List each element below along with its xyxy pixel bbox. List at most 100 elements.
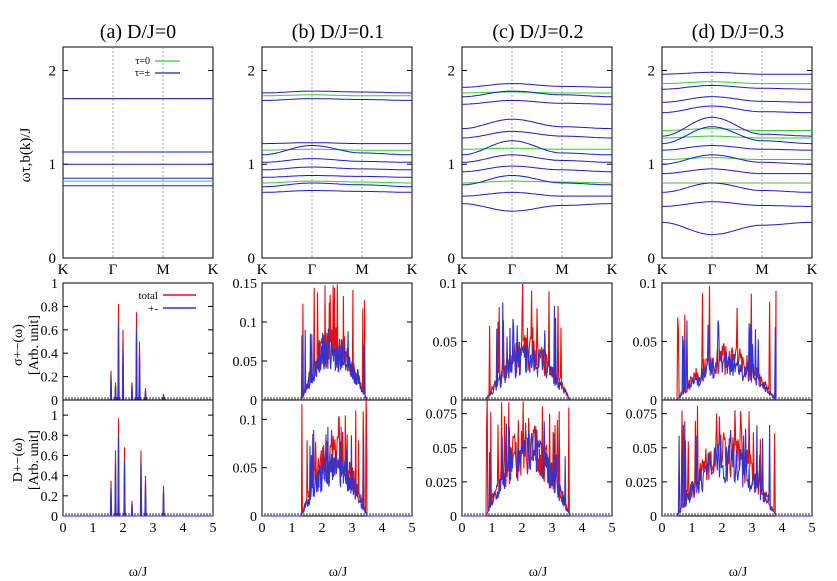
y-tick-label: 0.4 bbox=[41, 470, 59, 485]
y-tick-label: 0.1 bbox=[640, 277, 658, 292]
series-pm-line bbox=[662, 421, 812, 517]
series-pm-line bbox=[462, 421, 612, 517]
x-tick-label: 2 bbox=[719, 521, 726, 536]
x-tick-label: 1 bbox=[289, 521, 296, 536]
dispersion-panel-2: 0 1 2 K Γ M K bbox=[448, 46, 618, 278]
y-tick-label: 0.8 bbox=[41, 300, 59, 315]
series-pm-line bbox=[462, 302, 612, 401]
band-line bbox=[662, 96, 812, 103]
band-line bbox=[261, 98, 413, 101]
series-total-line bbox=[462, 283, 612, 401]
x-tick-label: 1 bbox=[689, 521, 696, 536]
x-tick-label: 2 bbox=[519, 521, 526, 536]
plot-frame bbox=[62, 399, 214, 517]
y-tick-label: 0.05 bbox=[233, 462, 258, 477]
x-tick-label: 4 bbox=[579, 521, 586, 536]
y-tick-label: 0.05 bbox=[433, 442, 458, 457]
band-line bbox=[262, 180, 412, 184]
sigma-panel-1: 0 0.05 0.1 0.15 bbox=[233, 277, 413, 409]
xlabel-c: ω/J bbox=[529, 565, 548, 580]
x-tick-label: 2 bbox=[120, 521, 127, 536]
panel-titles: (a) D/J=0 (b) D/J=0.1 (c) D/J=0.2 (d) D/… bbox=[100, 21, 784, 43]
series-total-line bbox=[63, 418, 213, 517]
band-line bbox=[461, 130, 612, 139]
band-line bbox=[661, 116, 812, 137]
y-tick-label: 0.6 bbox=[41, 449, 59, 464]
band-line bbox=[661, 145, 813, 151]
y-tick-label: 1 bbox=[248, 157, 256, 173]
y-tick-label: 2 bbox=[248, 63, 256, 79]
band-line bbox=[461, 203, 612, 212]
y-tick-label: 0.2 bbox=[41, 371, 59, 386]
y-axis-labels: ωτ,b(k)/J σ+−(ω) [Arb. unit] D+−(ω) [Arb… bbox=[11, 128, 42, 490]
series-total-line bbox=[63, 304, 213, 401]
y-tick-label: 0 bbox=[450, 510, 457, 525]
band-line bbox=[662, 105, 812, 114]
y-tick-label: 0 bbox=[650, 510, 657, 525]
y-tick-label: 0.05 bbox=[233, 355, 258, 370]
band-line bbox=[462, 90, 612, 98]
legend-tau0-label: τ=0 bbox=[135, 56, 150, 67]
x-tick-label: 3 bbox=[349, 521, 356, 536]
y-tick-label: 0 bbox=[650, 394, 657, 409]
dispersion-panel-1: 0 1 2 K Γ M K bbox=[248, 46, 418, 278]
x-tick-label: 0 bbox=[60, 521, 67, 536]
x-tick-label: K bbox=[407, 262, 418, 278]
y-tick-label: 0.05 bbox=[633, 336, 658, 351]
band-line bbox=[262, 182, 412, 188]
sigma-panel-3: 0 0.05 0.1 bbox=[633, 277, 813, 409]
band-line bbox=[462, 180, 612, 184]
band-line bbox=[461, 175, 613, 186]
series-pm-line bbox=[63, 435, 213, 517]
series-total-line bbox=[262, 400, 412, 517]
y-tick-label: 0 bbox=[51, 394, 58, 409]
band-line bbox=[461, 118, 612, 130]
title-d: (d) D/J=0.3 bbox=[692, 21, 784, 43]
sigma-panel-0: 0 0.2 0.4 0.6 0.8 1 bbox=[41, 277, 214, 409]
y-tick-label: 2 bbox=[49, 63, 57, 79]
y-tick-label: 2 bbox=[648, 63, 656, 79]
dispersion-panel-0: 0 1 2 K Γ M K bbox=[49, 46, 219, 278]
y-tick-label: 0.15 bbox=[233, 277, 258, 292]
band-line bbox=[262, 158, 412, 163]
sigma-panel-2: 0 0.05 0.1 bbox=[433, 277, 613, 409]
band-line bbox=[462, 191, 612, 197]
band-line bbox=[662, 168, 812, 175]
band-line bbox=[262, 142, 412, 145]
omega-ylabel: ωτ,b(k)/J bbox=[18, 128, 34, 183]
x-tick-label: M bbox=[755, 262, 768, 278]
y-tick-label: 0 bbox=[250, 510, 257, 525]
series-pm-line bbox=[63, 323, 213, 401]
band-line bbox=[661, 126, 812, 145]
x-tick-label: 4 bbox=[180, 521, 187, 536]
band-line bbox=[662, 71, 812, 75]
y-tick-label: 2 bbox=[448, 63, 456, 79]
band-line bbox=[462, 83, 612, 88]
x-tick-label: 2 bbox=[319, 521, 326, 536]
x-tick-label: 3 bbox=[549, 521, 556, 536]
title-b: (b) D/J=0.1 bbox=[292, 21, 384, 43]
y-tick-label: 0.075 bbox=[426, 408, 458, 423]
x-tick-label: 0 bbox=[459, 521, 466, 536]
plot-frame bbox=[261, 46, 413, 259]
band-line bbox=[261, 190, 413, 193]
x-tick-label: 5 bbox=[210, 521, 217, 536]
x-tick-label: 5 bbox=[609, 521, 616, 536]
band-line bbox=[662, 221, 812, 236]
band-line bbox=[262, 145, 412, 156]
y-tick-label: 0.1 bbox=[240, 413, 258, 428]
D-panel-1: 0 0.05 0.1 0 1 2 3 4 5 bbox=[233, 399, 416, 536]
d-ylabel-line1: D+−(ω) bbox=[11, 437, 26, 482]
legend-total-label: total bbox=[138, 290, 158, 302]
legend-pm-label: +- bbox=[148, 303, 158, 315]
D-panel-2: 0 0.025 0.05 0.075 0 1 2 3 4 5 bbox=[426, 399, 616, 536]
x-tick-label: 4 bbox=[379, 521, 386, 536]
x-tick-label: 3 bbox=[749, 521, 756, 536]
y-tick-label: 0 bbox=[248, 251, 256, 267]
y-tick-label: 0.025 bbox=[626, 476, 658, 491]
legend-mid: total +- bbox=[138, 290, 196, 315]
y-tick-label: 1 bbox=[448, 157, 456, 173]
band-line bbox=[462, 165, 612, 173]
y-tick-label: 0.6 bbox=[41, 324, 59, 339]
